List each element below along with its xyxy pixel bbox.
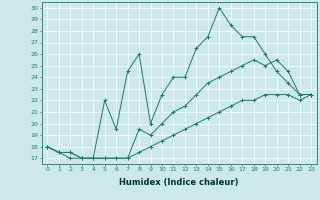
X-axis label: Humidex (Indice chaleur): Humidex (Indice chaleur) bbox=[119, 178, 239, 187]
